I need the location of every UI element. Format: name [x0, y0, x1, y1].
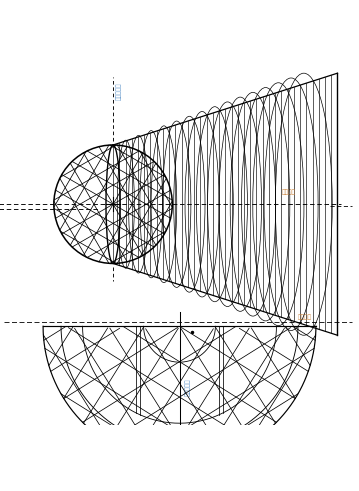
Text: 机组中心线: 机组中心线	[185, 379, 191, 396]
Text: 尾水中线: 尾水中线	[282, 190, 296, 195]
Text: 机组中心线: 机组中心线	[116, 82, 122, 100]
Text: 尾水中线: 尾水中线	[298, 314, 312, 320]
